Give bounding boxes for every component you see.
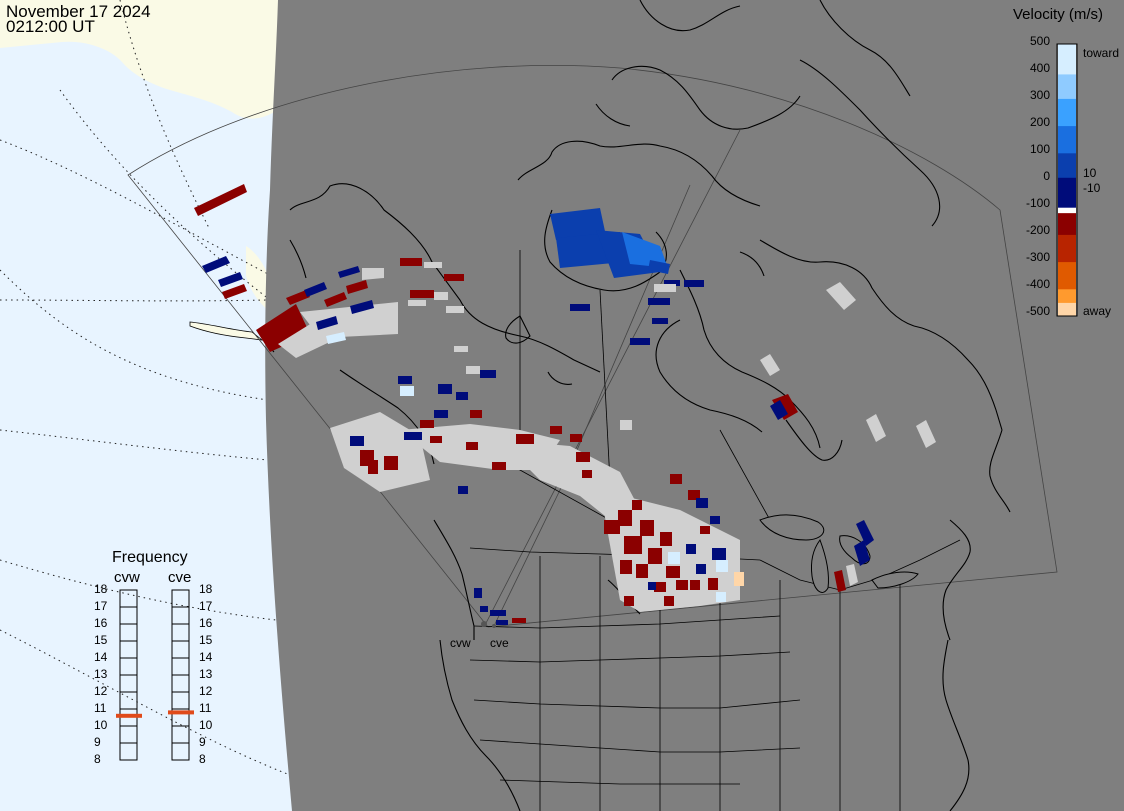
- frequency-tick-right: 14: [199, 650, 213, 664]
- colorbar-segment: [1058, 261, 1076, 290]
- colorbar-segment: [1058, 207, 1076, 214]
- radar-site-cve: [492, 624, 496, 628]
- colorbar-tick-label: 100: [1029, 142, 1050, 156]
- colorbar-segment: [1058, 98, 1076, 127]
- positive-threshold-label: 10: [1083, 166, 1097, 180]
- frequency-tick-right: 9: [199, 735, 206, 749]
- colorbar-tick-label: -500: [1025, 304, 1050, 318]
- frequency-tick-left: 18: [94, 582, 108, 596]
- frequency-tick-right: 17: [199, 599, 213, 613]
- frequency-tick-right: 16: [199, 616, 213, 630]
- colorbar-tick-label: -400: [1025, 277, 1050, 291]
- frequency-tick-right: 18: [199, 582, 213, 596]
- frequency-tick-left: 13: [94, 667, 108, 681]
- frequency-tick-left: 14: [94, 650, 108, 664]
- colorbar-segment: [1058, 177, 1076, 208]
- colorbar-tick-label: 200: [1029, 115, 1050, 129]
- frequency-tick-left: 9: [94, 735, 101, 749]
- colorbar-segment: [1058, 212, 1076, 235]
- frequency-tick-left: 12: [94, 684, 108, 698]
- time-label: 0212:00 UT: [6, 17, 95, 36]
- velocity-cells: [194, 184, 936, 625]
- colorbar-title: Velocity (m/s): [1013, 6, 1104, 23]
- away-label: away: [1083, 304, 1112, 318]
- frequency-tick-right: 13: [199, 667, 213, 681]
- colorbar-segment: [1058, 125, 1076, 154]
- alaska-daylight-land: [0, 0, 278, 119]
- radar-site-cvw: [481, 621, 487, 627]
- colorbar-tick-label: -300: [1025, 250, 1050, 264]
- dotted-graticule: [0, 0, 291, 776]
- cve-site-label: cve: [490, 636, 509, 650]
- colorbar-tick-label: -100: [1025, 196, 1050, 210]
- cvw-frequency-marker: [116, 713, 142, 718]
- frequency-tick-left: 10: [94, 718, 108, 732]
- cvw-site-label: cvw: [450, 636, 471, 650]
- frequency-tick-right: 8: [199, 752, 206, 766]
- toward-label: toward: [1083, 46, 1120, 60]
- frequency-tick-right: 12: [199, 684, 213, 698]
- colorbar-tick-label: 300: [1029, 88, 1050, 102]
- frequency-tick-right: 11: [199, 701, 212, 715]
- frequency-tick-left: 8: [94, 752, 101, 766]
- frequency-tick-left: 11: [94, 701, 107, 715]
- night-globe: [265, 0, 1124, 811]
- colorbar-segment: [1058, 302, 1076, 317]
- cvw-frequency-label: cvw: [114, 569, 140, 586]
- frequency-tick-left: 16: [94, 616, 108, 630]
- colorbar-segment: [1058, 234, 1076, 263]
- cve-frequency-label: cve: [168, 569, 192, 586]
- colorbar-tick-label: -200: [1025, 223, 1050, 237]
- colorbar-tick-label: 500: [1029, 34, 1050, 48]
- frequency-tick-right: 15: [199, 633, 213, 647]
- frequency-tick-left: 17: [94, 599, 108, 613]
- colorbar-segment: [1058, 152, 1076, 178]
- coast-daylight-land: [246, 246, 270, 312]
- aleutian-land: [189, 321, 264, 341]
- velocity-colorbar: [1056, 43, 1078, 317]
- great-lakes: [759, 514, 919, 593]
- colorbar-segment: [1058, 44, 1076, 75]
- frequency-scale: [116, 589, 194, 761]
- frequency-title: Frequency: [112, 549, 188, 566]
- date-label: November 17 2024: [6, 2, 151, 21]
- colorbar-tick-label: 0: [1043, 169, 1050, 183]
- negative-threshold-label: -10: [1083, 181, 1101, 195]
- colorbar-segment: [1058, 288, 1076, 303]
- frequency-tick-left: 15: [94, 633, 108, 647]
- colorbar-tick-label: 400: [1029, 61, 1050, 75]
- colorbar-segment: [1058, 73, 1076, 99]
- frequency-tick-right: 10: [199, 718, 213, 732]
- cve-frequency-marker: [168, 710, 194, 715]
- coastlines: [257, 0, 1011, 811]
